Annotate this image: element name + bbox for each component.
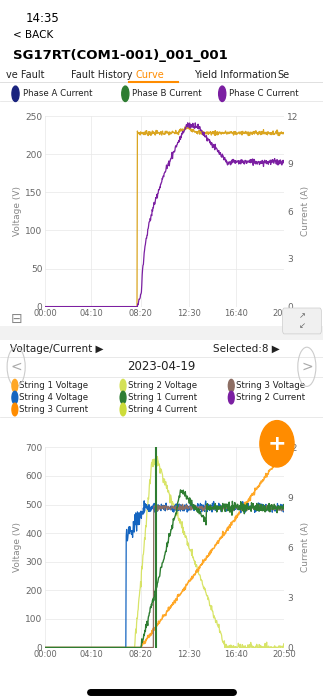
- Text: Voltage/Current ▶: Voltage/Current ▶: [10, 344, 103, 354]
- Text: SG17RT(COM1-001)_001_001: SG17RT(COM1-001)_001_001: [13, 49, 228, 62]
- Text: Curve: Curve: [136, 70, 164, 80]
- Text: 2023-04-19: 2023-04-19: [127, 360, 196, 373]
- Text: Phase C Current: Phase C Current: [229, 90, 299, 98]
- Text: String 2 Voltage: String 2 Voltage: [128, 382, 197, 390]
- Text: 14:35: 14:35: [26, 12, 59, 24]
- Text: < BACK: < BACK: [13, 30, 53, 40]
- Text: ⊟: ⊟: [10, 312, 22, 326]
- Text: String 1 Current: String 1 Current: [128, 393, 197, 402]
- Circle shape: [260, 421, 294, 467]
- Text: ve Fault: ve Fault: [6, 70, 45, 80]
- Text: <: <: [10, 360, 22, 374]
- Y-axis label: Voltage (V): Voltage (V): [14, 522, 22, 573]
- Y-axis label: Current (A): Current (A): [301, 186, 310, 237]
- Text: ↗↙: ↗↙: [292, 317, 308, 327]
- Text: String 4 Voltage: String 4 Voltage: [19, 393, 89, 402]
- Text: String 3 Current: String 3 Current: [19, 405, 89, 414]
- Text: Yield Information: Yield Information: [194, 70, 276, 80]
- Y-axis label: Voltage (V): Voltage (V): [14, 186, 22, 237]
- Text: Se: Se: [278, 70, 290, 80]
- Text: +: +: [268, 434, 286, 454]
- Text: >: >: [301, 360, 313, 374]
- Text: String 3 Voltage: String 3 Voltage: [236, 382, 305, 390]
- Text: Phase B Current: Phase B Current: [132, 90, 202, 98]
- Text: Fault History: Fault History: [71, 70, 132, 80]
- Text: String 2 Current: String 2 Current: [236, 393, 305, 402]
- Text: Selected:8 ▶: Selected:8 ▶: [213, 344, 280, 354]
- Text: String 1 Voltage: String 1 Voltage: [19, 382, 89, 390]
- Text: ↗
↙: ↗ ↙: [298, 311, 306, 330]
- Text: String 4 Current: String 4 Current: [128, 405, 197, 414]
- Text: Phase A Current: Phase A Current: [23, 90, 92, 98]
- Y-axis label: Current (A): Current (A): [301, 522, 310, 573]
